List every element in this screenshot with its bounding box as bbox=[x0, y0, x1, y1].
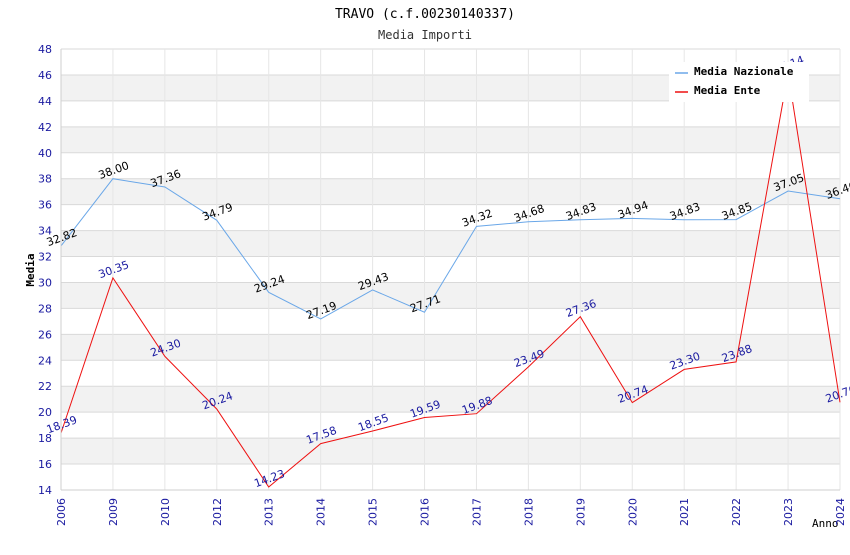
y-tick-label: 30 bbox=[38, 276, 52, 289]
x-tick-label: 2012 bbox=[211, 498, 224, 526]
x-tick-label: 2017 bbox=[470, 498, 483, 526]
chart-subtitle: Media Importi bbox=[378, 28, 472, 42]
grid-band bbox=[61, 386, 840, 412]
y-tick-label: 20 bbox=[38, 406, 52, 419]
y-tick-label: 22 bbox=[38, 380, 52, 393]
chart-title: TRAVO (c.f.00230140337) bbox=[335, 7, 515, 22]
grid-band bbox=[61, 231, 840, 257]
y-tick-label: 42 bbox=[38, 121, 52, 134]
y-axis-label: Media bbox=[24, 253, 37, 286]
y-tick-label: 46 bbox=[38, 69, 52, 82]
x-tick-label: 2018 bbox=[522, 498, 535, 526]
y-tick-label: 32 bbox=[38, 251, 52, 264]
y-tick-label: 28 bbox=[38, 302, 52, 315]
grid-band bbox=[61, 438, 840, 464]
x-tick-label: 2015 bbox=[367, 498, 380, 526]
x-tick-label: 2019 bbox=[574, 498, 587, 526]
x-tick-label: 2023 bbox=[782, 498, 795, 526]
y-tick-label: 40 bbox=[38, 147, 52, 160]
grid-band bbox=[61, 282, 840, 308]
y-tick-label: 44 bbox=[38, 95, 52, 108]
y-tick-label: 26 bbox=[38, 328, 52, 341]
y-tick-label: 38 bbox=[38, 173, 52, 186]
y-tick-label: 48 bbox=[38, 43, 52, 56]
x-tick-label: 2013 bbox=[263, 498, 276, 526]
grid-band bbox=[61, 127, 840, 153]
legend-label-media-nazionale: Media Nazionale bbox=[694, 65, 794, 78]
x-tick-label: 2020 bbox=[626, 498, 639, 526]
y-tick-label: 24 bbox=[38, 354, 52, 367]
x-tick-label: 2006 bbox=[55, 498, 68, 526]
legend: Media Nazionale Media Ente bbox=[669, 62, 809, 102]
y-tick-label: 36 bbox=[38, 199, 52, 212]
legend-label-media-ente: Media Ente bbox=[694, 84, 761, 97]
x-tick-label: 2024 bbox=[834, 498, 847, 526]
x-tick-label: 2022 bbox=[730, 498, 743, 526]
y-tick-label: 14 bbox=[38, 484, 52, 497]
x-tick-label: 2016 bbox=[419, 498, 432, 526]
x-tick-label: 2014 bbox=[315, 498, 328, 526]
grid-band bbox=[61, 179, 840, 205]
y-tick-label: 16 bbox=[38, 458, 52, 471]
x-tick-label: 2021 bbox=[678, 498, 691, 526]
x-tick-label: 2010 bbox=[159, 498, 172, 526]
x-tick-label: 2009 bbox=[107, 498, 120, 526]
